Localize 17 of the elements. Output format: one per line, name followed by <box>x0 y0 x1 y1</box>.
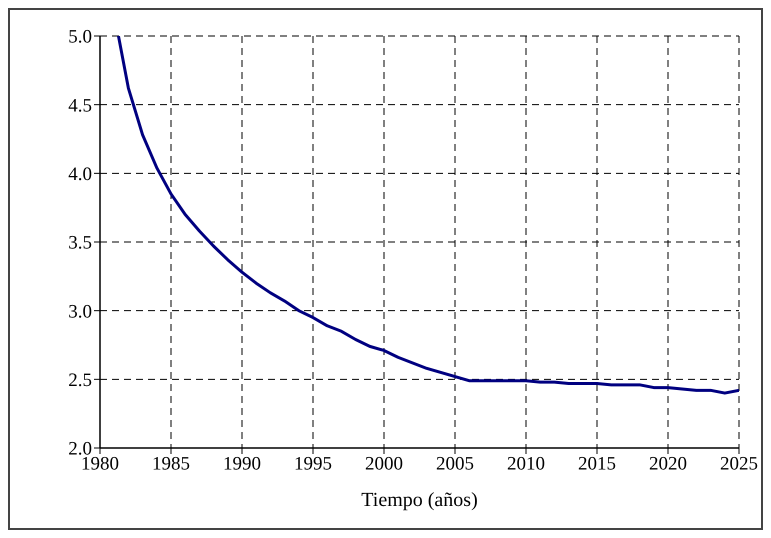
x-tick-label: 2020 <box>649 453 687 474</box>
y-tick-label: 3.5 <box>68 232 92 254</box>
y-tick-label: 5.0 <box>68 26 92 48</box>
x-tick-label: 1990 <box>223 453 261 474</box>
y-tick-label: 3.0 <box>68 301 92 322</box>
x-tick-label: 2000 <box>365 453 403 474</box>
x-tick-label: 1985 <box>152 453 190 474</box>
y-tick-label: 4.0 <box>68 164 92 186</box>
x-axis-title: Tiempo (años) <box>361 489 478 511</box>
x-tick-label: 1995 <box>294 453 332 474</box>
y-tick-label: 4.5 <box>68 95 92 116</box>
x-tick-label: 2025 <box>720 453 758 474</box>
line-series <box>116 36 739 395</box>
x-tick-label: 2010 <box>507 453 545 474</box>
y-tick-label: 2.5 <box>68 370 92 392</box>
x-tick-label: 2005 <box>436 453 474 474</box>
x-tick-label: 2015 <box>578 453 616 474</box>
